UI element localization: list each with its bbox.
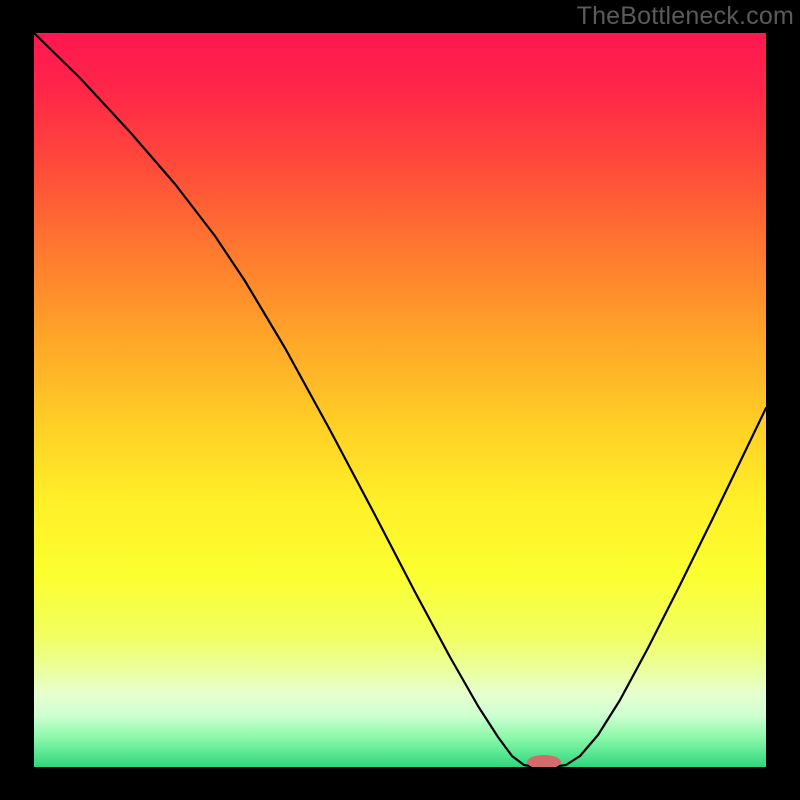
- bottleneck-chart: [0, 0, 800, 800]
- optimal-marker: [527, 755, 561, 769]
- plot-background: [34, 33, 766, 767]
- watermark-text: TheBottleneck.com: [577, 2, 794, 31]
- chart-stage: TheBottleneck.com: [0, 0, 800, 800]
